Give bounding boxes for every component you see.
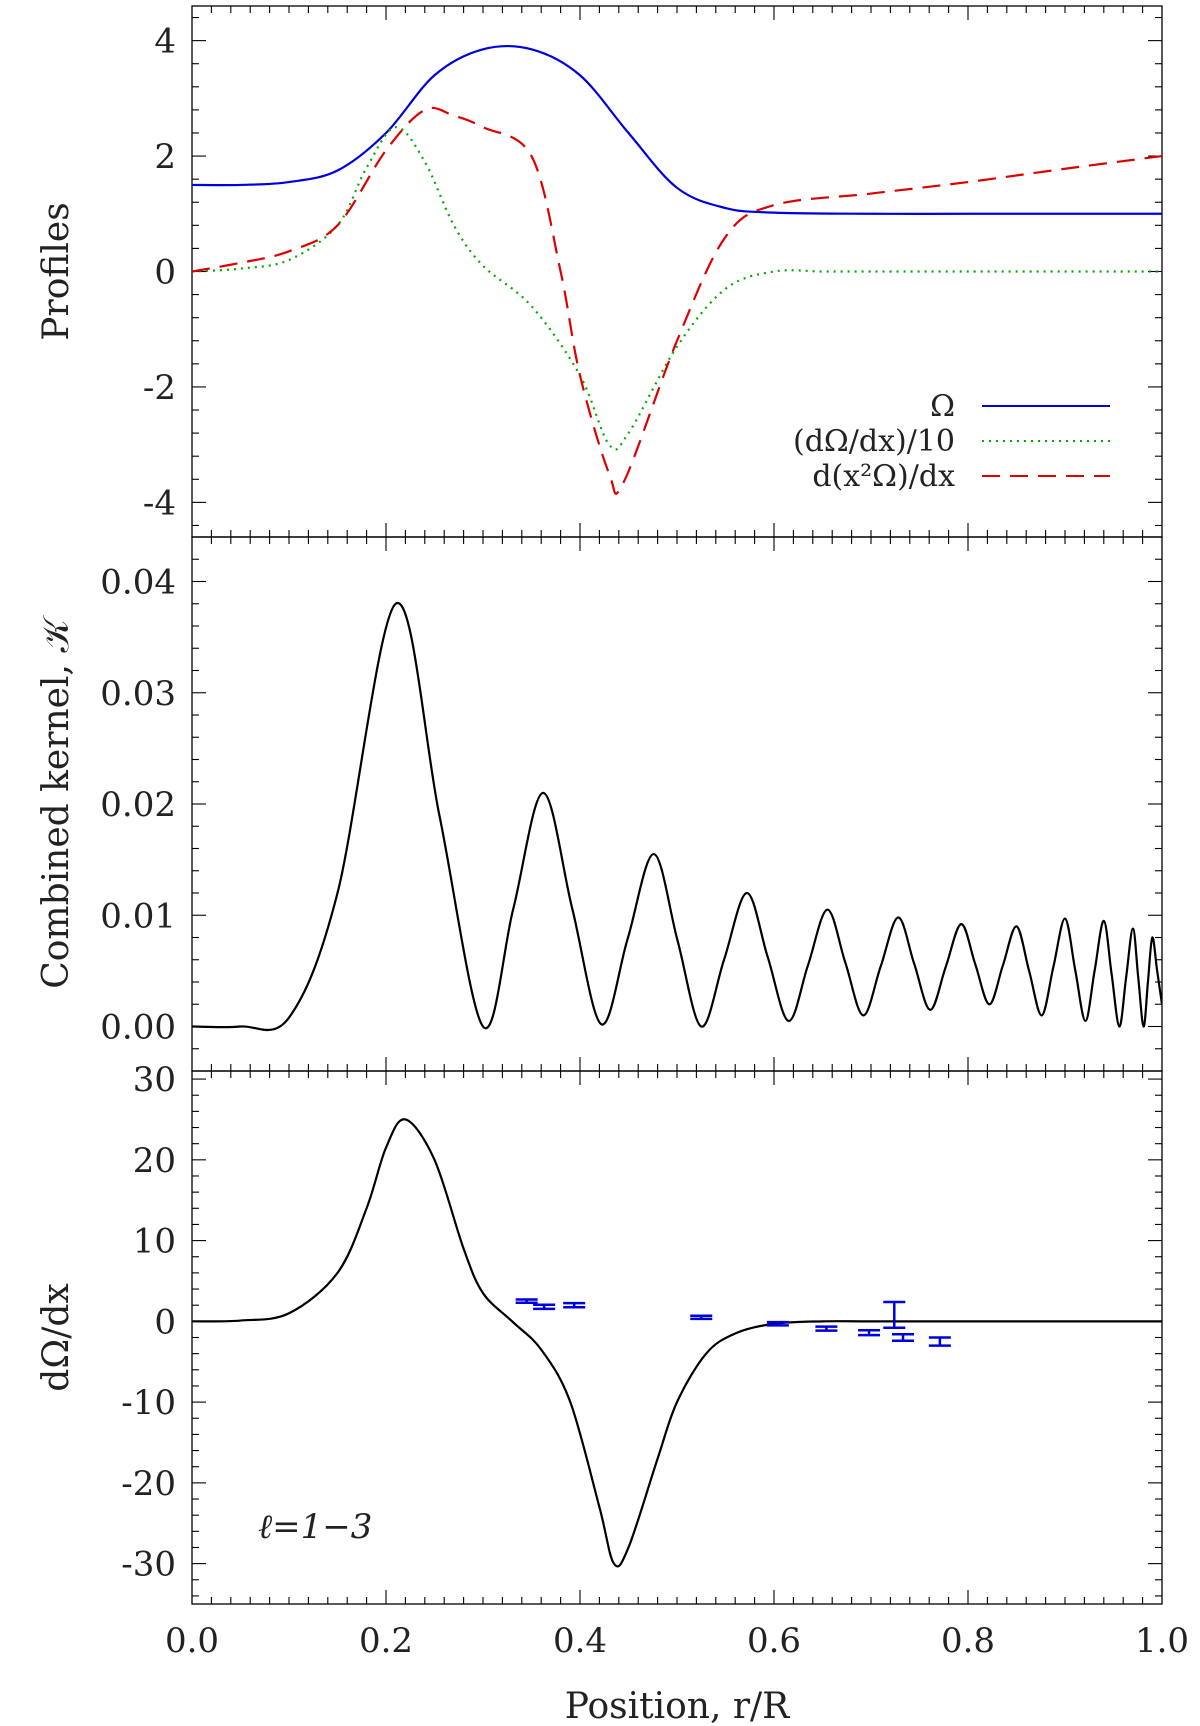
y-tick-label: 20: [133, 1141, 176, 1181]
error-bar-point: [815, 1325, 838, 1332]
y-tick-label: -20: [121, 1464, 176, 1504]
y-tick-label: 2: [154, 137, 176, 177]
panel-middle: 0.04 0.03 0.02 0.01 0.00 Combined kernel, 𝒦: [36, 536, 1163, 1072]
y-tick-label: 0.01: [100, 896, 176, 936]
y-tick-label: 10: [133, 1222, 176, 1262]
x-tick-label: 0.8: [941, 1621, 995, 1661]
series-line-d-dx: [192, 1118, 1162, 1568]
series-line--: [192, 44, 1162, 215]
error-bar-point: [883, 1300, 906, 1330]
y-tick-label: -4: [143, 483, 176, 523]
error-bar-point: [858, 1328, 881, 1337]
error-bar-point: [892, 1333, 915, 1342]
error-bar-point: [928, 1336, 951, 1347]
y-tick-label: 4: [154, 22, 176, 62]
error-bar-point: [766, 1320, 789, 1327]
legend-label: d(x²Ω)/dx: [812, 459, 955, 494]
panel-top: 4 2 0 -2 -4 Profiles Ω(dΩ/dx)/10d(x²Ω)/dx: [36, 5, 1163, 538]
legend: Ω(dΩ/dx)/10d(x²Ω)/dx: [793, 389, 1110, 494]
x-axis-label: Position, r/R: [565, 1686, 790, 1726]
panel-bottom: 30 20 10 0 -10 -20 -30 dΩ/dx ℓ=1−3: [36, 1060, 1163, 1605]
series-line-kernel: [192, 602, 1162, 1032]
error-bar-point: [515, 1298, 538, 1305]
error-bar-point: [563, 1301, 586, 1309]
y-tick-label: 0.02: [100, 785, 176, 825]
y-tick-label: -10: [121, 1383, 176, 1423]
y-axis-label: dΩ/dx: [36, 1283, 77, 1391]
y-tick-label: 0.03: [100, 674, 176, 714]
x-axis: 0.0 0.2 0.4 0.6 0.8 1.0 Position, r/R: [165, 1621, 1189, 1726]
y-tick-label: -30: [121, 1545, 176, 1585]
series-line--d-dx-10: [192, 126, 1162, 451]
annotation-ell: ℓ=1−3: [258, 1507, 372, 1547]
x-tick-label: 0.6: [747, 1621, 801, 1661]
y-tick-label: 30: [133, 1060, 176, 1100]
x-tick-label: 0.2: [359, 1621, 413, 1661]
series-line-d-x-dx: [192, 106, 1162, 495]
y-tick-label: -2: [143, 368, 176, 408]
y-tick-label: 0.04: [100, 563, 176, 603]
legend-label: (dΩ/dx)/10: [793, 424, 955, 459]
error-bar-point: [533, 1303, 556, 1311]
error-bar-point: [690, 1314, 713, 1321]
y-tick-label: 0.00: [100, 1008, 176, 1048]
y-tick-label: 0: [154, 253, 176, 293]
plot-frame: [191, 536, 1163, 1072]
x-tick-label: 0.0: [165, 1621, 219, 1661]
y-axis-label: Profiles: [36, 202, 77, 340]
y-tick-label: 0: [154, 1302, 176, 1342]
x-tick-label: 0.4: [553, 1621, 607, 1661]
x-tick-label: 1.0: [1135, 1621, 1189, 1661]
legend-label: Ω: [930, 389, 955, 424]
y-axis-label: Combined kernel, 𝒦: [36, 615, 77, 989]
